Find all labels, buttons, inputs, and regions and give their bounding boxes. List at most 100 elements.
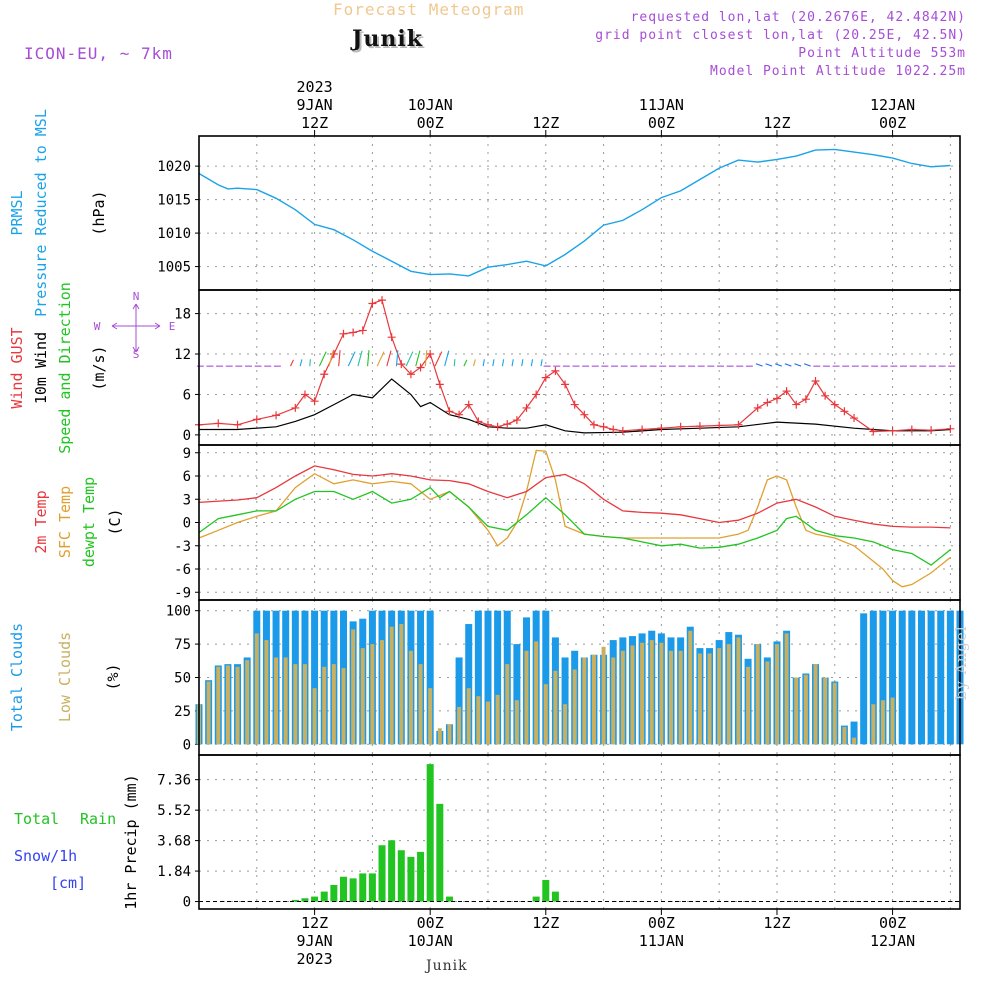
wind-direction-arrow — [367, 350, 370, 367]
rain-bar — [388, 840, 396, 902]
precip-rain-label: Rain — [80, 810, 116, 828]
gust-marker — [406, 370, 415, 379]
wind-direction-arrow — [794, 363, 802, 367]
wind-direction-arrow — [530, 359, 534, 367]
gust-marker — [869, 427, 878, 436]
wind-tick-label: 0 — [183, 428, 191, 444]
low-cloud-bar — [457, 706, 462, 745]
wind-direction-arrow — [328, 350, 334, 367]
temp-tick-label: -9 — [174, 585, 191, 601]
wind-direction-arrow — [290, 359, 294, 367]
temp-tick-label: 6 — [183, 469, 191, 485]
top-time-label: 11JAN — [639, 96, 684, 114]
gust-marker — [907, 425, 916, 434]
low-cloud-bar — [707, 653, 712, 745]
bottom-time-label: 10JAN — [408, 932, 453, 950]
wind-direction-arrow — [775, 363, 782, 367]
cloud-tick-label: 100 — [166, 604, 191, 620]
rain-bar — [291, 899, 299, 902]
low-cloud-bar — [447, 724, 452, 745]
gust-marker — [349, 328, 358, 337]
gust-marker — [300, 390, 309, 399]
top-time-label: 12Z — [763, 114, 790, 132]
wind-direction-arrow — [803, 363, 811, 367]
gust-marker — [676, 422, 685, 431]
wind-direction-arrow — [318, 351, 327, 367]
gust-marker — [320, 370, 329, 379]
bottom-time-label: 00Z — [648, 914, 675, 932]
wind-direction-arrow — [463, 359, 468, 367]
wind-direction-arrow — [482, 359, 485, 367]
wind-direction-arrow — [453, 359, 456, 367]
gust-marker — [638, 425, 647, 434]
pressure-tick-label: 1015 — [157, 193, 191, 209]
precip-unit-label: 1hr Precip (mm) — [122, 774, 140, 909]
low-cloud-bar — [774, 644, 779, 745]
pressure-tick-label: 1005 — [157, 260, 191, 276]
wind-direction-arrow — [511, 359, 514, 367]
location-title: Junik — [352, 26, 423, 52]
low-cloud-bar — [312, 688, 317, 745]
low-cloud-bar — [620, 650, 625, 745]
bottom-time-label: 00Z — [417, 914, 444, 932]
wind-direction-arrow — [424, 350, 428, 367]
rain-bar — [301, 898, 309, 902]
compass-south: S — [133, 348, 140, 361]
precip-tick-label: 5.52 — [157, 803, 191, 819]
gust-marker — [609, 425, 618, 434]
wind-tick-label: 12 — [174, 347, 191, 363]
top-time-label: 12JAN — [870, 96, 915, 114]
temp-tick-label: -3 — [174, 539, 191, 555]
low-cloud-bar — [755, 644, 760, 745]
sfc-temp-label: SFC Temp — [56, 486, 74, 558]
gust-marker — [763, 398, 772, 407]
low-cloud-bar — [765, 661, 770, 745]
total-cloud-bar — [946, 610, 954, 745]
gust-marker — [695, 422, 704, 431]
gust-marker — [310, 397, 319, 406]
footer-location: Junik — [426, 958, 468, 974]
total-cloud-bar — [494, 610, 502, 745]
temp-tick-label: 9 — [183, 446, 191, 462]
gust-marker — [734, 420, 743, 429]
gust-marker — [801, 395, 810, 404]
low-cloud-bar — [582, 657, 587, 745]
bottom-time-label: 12Z — [532, 914, 559, 932]
temp2m-line — [198, 465, 951, 529]
gust-marker — [715, 421, 724, 430]
gust-marker — [532, 390, 541, 399]
gust-marker — [503, 420, 512, 429]
low-cloud-bar — [225, 665, 230, 745]
low-cloud-bar — [341, 668, 346, 745]
low-cloud-bar — [803, 674, 808, 745]
low-cloud-bar — [466, 688, 471, 745]
top-time-label: 10JAN — [408, 96, 453, 114]
low-cloud-bar — [688, 630, 693, 745]
wind10m-label: 10m Wind — [32, 332, 50, 404]
compass-east: E — [169, 320, 176, 333]
gust-marker — [753, 403, 762, 412]
gust-marker — [551, 366, 560, 375]
rain-bar — [426, 764, 434, 902]
gust-marker — [435, 380, 444, 389]
precip-snow-unit-label: [cm] — [50, 874, 86, 892]
wind-direction-arrow — [765, 363, 773, 367]
low-cloud-bar — [293, 664, 298, 745]
gust-marker — [888, 426, 897, 435]
low-cloud-bar — [254, 633, 259, 745]
point-altitude: Point Altitude 553m — [798, 46, 966, 61]
pressure-tick-label: 1010 — [157, 226, 191, 242]
low-cloud-bar — [437, 728, 442, 745]
temp-tick-label: 0 — [183, 516, 191, 532]
low-cloud-bar — [283, 657, 288, 745]
rain-bar — [417, 851, 425, 902]
rain-bar — [407, 856, 415, 902]
temp2m-label: 2m Temp — [32, 490, 50, 553]
low-cloud-bar — [649, 640, 654, 745]
top-time-label: 00Z — [417, 114, 444, 132]
low-cloud-bar — [495, 694, 500, 745]
temp-tick-label: 3 — [183, 492, 191, 508]
gust-marker — [541, 373, 550, 382]
wind-unit-label: (m/s) — [90, 345, 108, 390]
